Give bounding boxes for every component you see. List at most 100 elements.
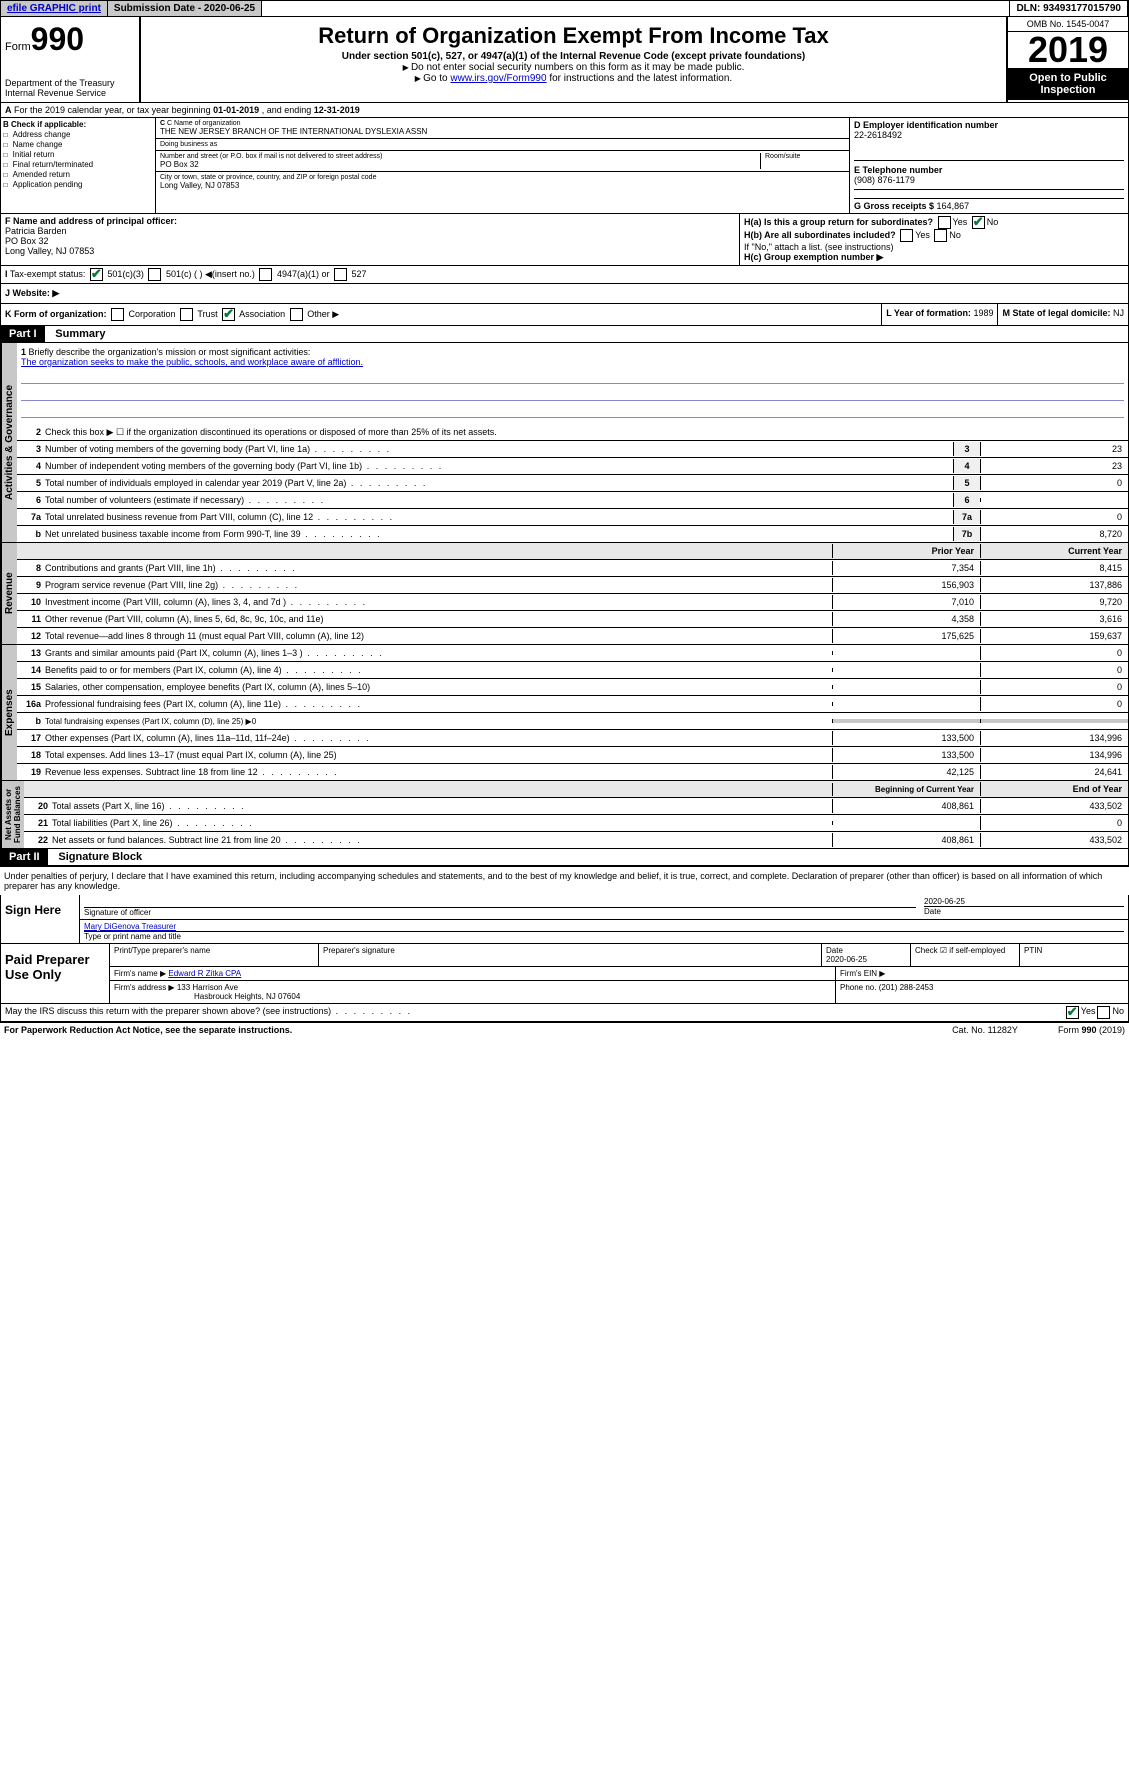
header-right: OMB No. 1545-0047 2019 Open to Public In… xyxy=(1006,17,1128,102)
sig-date: 2020-06-25 xyxy=(924,897,1124,906)
form-subtitle: Under section 501(c), 527, or 4947(a)(1)… xyxy=(145,51,1002,62)
chk-trust[interactable] xyxy=(180,308,193,321)
form-header: Form990 Department of the Treasury Inter… xyxy=(0,17,1129,103)
part1-num: Part I xyxy=(1,326,45,342)
paid-preparer: Paid Preparer Use Only Print/Type prepar… xyxy=(0,944,1129,1004)
open-to-public: Open to Public Inspection xyxy=(1008,68,1128,100)
dln: DLN: 93493177015790 xyxy=(1010,1,1128,16)
sign-here-label: Sign Here xyxy=(1,895,80,943)
mission-block: 1 Briefly describe the organization's mi… xyxy=(17,343,1128,424)
tax-year: 2019 xyxy=(1008,32,1128,68)
chk-application-pending[interactable]: Application pending xyxy=(3,180,153,189)
phone-label: E Telephone number xyxy=(854,165,942,175)
firm-addr: 133 Harrison Ave xyxy=(177,983,238,992)
topbar: efile GRAPHIC print Submission Date - 20… xyxy=(0,0,1129,17)
line16a: Professional fundraising fees (Part IX, … xyxy=(43,697,832,711)
end-year-hdr: End of Year xyxy=(980,782,1128,796)
section-j: J Website: ▶ xyxy=(0,284,1129,304)
firm-name[interactable]: Edward R Zitka CPA xyxy=(168,969,241,978)
section-b: B Check if applicable: Address change Na… xyxy=(1,118,156,213)
section-l: L Year of formation: 1989 xyxy=(882,304,998,325)
section-k: K Form of organization: Corporation Trus… xyxy=(1,304,882,325)
self-employed-chk[interactable]: Check ☑ if self-employed xyxy=(911,944,1020,966)
hc-label: H(c) Group exemption number ▶ xyxy=(744,252,883,262)
line6: Total number of volunteers (estimate if … xyxy=(43,493,953,507)
current-year-hdr: Current Year xyxy=(980,544,1128,558)
form-title: Return of Organization Exempt From Incom… xyxy=(145,23,1002,49)
chk-amended[interactable]: Amended return xyxy=(3,170,153,179)
discuss-text: May the IRS discuss this return with the… xyxy=(5,1006,1064,1019)
hb-no[interactable] xyxy=(934,229,947,242)
sign-here-row: Sign Here Signature of officer 2020-06-25… xyxy=(0,895,1129,944)
line17: Other expenses (Part IX, column (A), lin… xyxy=(43,731,832,745)
part2-header: Part II Signature Block xyxy=(0,849,1129,866)
vlabel-activities: Activities & Governance xyxy=(1,343,17,542)
sig-officer-label: Signature of officer xyxy=(84,907,916,917)
vlabel-netassets: Net Assets orFund Balances xyxy=(1,781,24,848)
submission-date: Submission Date - 2020-06-25 xyxy=(108,1,262,16)
paid-preparer-label: Paid Preparer Use Only xyxy=(1,944,110,1003)
section-klm: K Form of organization: Corporation Trus… xyxy=(0,304,1129,326)
b-label: B Check if applicable: xyxy=(3,120,86,129)
line18: Total expenses. Add lines 13–17 (must eq… xyxy=(43,748,832,762)
ha-label: H(a) Is this a group return for subordin… xyxy=(744,217,933,227)
irs-link[interactable]: www.irs.gov/Form990 xyxy=(450,73,546,84)
section-h: H(a) Is this a group return for subordin… xyxy=(739,214,1128,265)
section-deg: D Employer identification number22-26184… xyxy=(849,118,1128,213)
part2-title: Signature Block xyxy=(50,851,142,863)
efile-link[interactable]: efile GRAPHIC print xyxy=(1,1,108,16)
chk-initial-return[interactable]: Initial return xyxy=(3,150,153,159)
preparer-date: 2020-06-25 xyxy=(826,955,867,964)
preparer-name-hdr: Print/Type preparer's name xyxy=(110,944,319,966)
firm-phone: (201) 288-2453 xyxy=(879,983,934,992)
line10: Investment income (Part VIII, column (A)… xyxy=(43,595,832,609)
hb-yes[interactable] xyxy=(900,229,913,242)
discuss-no[interactable] xyxy=(1097,1006,1110,1019)
chk-4947[interactable] xyxy=(259,268,272,281)
pra-notice: For Paperwork Reduction Act Notice, see … xyxy=(4,1025,292,1035)
section-bcde: B Check if applicable: Address change Na… xyxy=(0,118,1129,214)
line7b: Net unrelated business taxable income fr… xyxy=(43,527,953,541)
netassets-section: Net Assets orFund Balances Beginning of … xyxy=(0,781,1129,849)
header-left: Form990 Department of the Treasury Inter… xyxy=(1,17,141,102)
chk-501c3[interactable] xyxy=(90,268,103,281)
chk-other[interactable] xyxy=(290,308,303,321)
mission-text[interactable]: The organization seeks to make the publi… xyxy=(21,357,363,367)
hb-note: If "No," attach a list. (see instruction… xyxy=(744,242,1124,252)
section-fh: F Name and address of principal officer:… xyxy=(0,214,1129,266)
chk-501c[interactable] xyxy=(148,268,161,281)
cat-no: Cat. No. 11282Y xyxy=(952,1025,1018,1035)
discuss-yes[interactable] xyxy=(1066,1006,1079,1019)
officer-name: Patricia Barden xyxy=(5,226,67,236)
section-m: M State of legal domicile: NJ xyxy=(998,304,1128,325)
chk-assoc[interactable] xyxy=(222,308,235,321)
chk-final-return[interactable]: Final return/terminated xyxy=(3,160,153,169)
chk-corp[interactable] xyxy=(111,308,124,321)
ha-yes[interactable] xyxy=(938,216,951,229)
ssn-note: Do not enter social security numbers on … xyxy=(145,62,1002,73)
vlabel-revenue: Revenue xyxy=(1,543,17,644)
chk-527[interactable] xyxy=(334,268,347,281)
sig-date-label: Date xyxy=(924,906,1124,916)
section-a: A For the 2019 calendar year, or tax yea… xyxy=(0,103,1129,118)
goto-note: Go to www.irs.gov/Form990 for instructio… xyxy=(145,73,1002,84)
dba-box: Doing business as xyxy=(156,139,849,151)
ha-no[interactable] xyxy=(972,216,985,229)
officer-city: Long Valley, NJ 07853 xyxy=(5,246,94,256)
line12: Total revenue—add lines 8 through 11 (mu… xyxy=(43,629,832,643)
ptin-hdr: PTIN xyxy=(1020,944,1128,966)
line13: Grants and similar amounts paid (Part IX… xyxy=(43,646,832,660)
officer-name-sig[interactable]: Mary DiGenova Treasurer xyxy=(84,922,176,931)
line19: Revenue less expenses. Subtract line 18 … xyxy=(43,765,832,779)
header-center: Return of Organization Exempt From Incom… xyxy=(141,17,1006,102)
begin-year-hdr: Beginning of Current Year xyxy=(832,783,980,796)
org-name-box: C C Name of organization THE NEW JERSEY … xyxy=(156,118,849,139)
line8: Contributions and grants (Part VIII, lin… xyxy=(43,561,832,575)
ein-value: 22-2618492 xyxy=(854,130,902,140)
line22: Net assets or fund balances. Subtract li… xyxy=(50,833,832,847)
org-name: THE NEW JERSEY BRANCH OF THE INTERNATION… xyxy=(160,127,845,136)
form-ref: Form 990 (2019) xyxy=(1058,1025,1125,1035)
expenses-section: Expenses 13Grants and similar amounts pa… xyxy=(0,645,1129,781)
chk-address-change[interactable]: Address change xyxy=(3,130,153,139)
chk-name-change[interactable]: Name change xyxy=(3,140,153,149)
